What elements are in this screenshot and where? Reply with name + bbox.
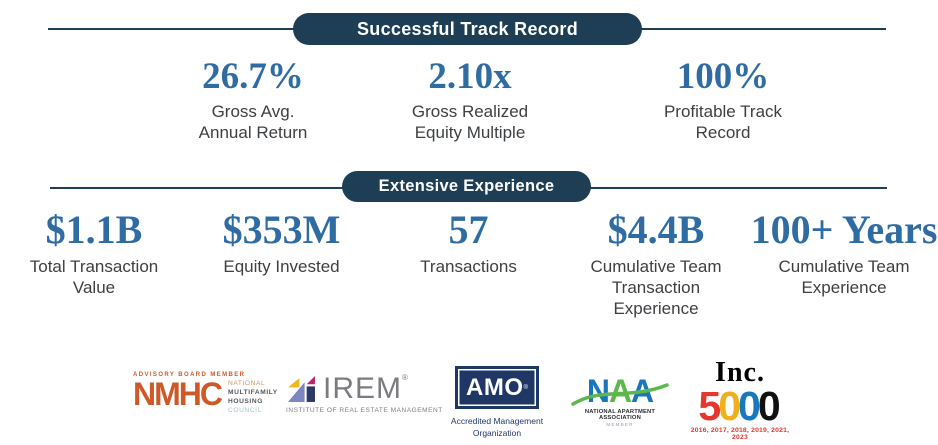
naa-letter: A — [608, 373, 632, 409]
naa-tagline: NATIONAL APARTMENT ASSOCIATION — [584, 409, 656, 421]
stat-value: $4.4B — [607, 207, 705, 252]
stat-cumulative-team-transaction-experience: $4.4B Cumulative Team Transaction Experi… — [562, 210, 750, 319]
irem-logo: IREM® INSTITUTE OF REAL ESTATE MANAGEMEN… — [286, 372, 443, 415]
irem-tagline: INSTITUTE OF REAL ESTATE MANAGEMENT — [286, 407, 443, 414]
nmhc-org-line: MULTIFAMILY — [227, 388, 278, 396]
amo-tagline: Accredited Management Organization — [450, 416, 544, 438]
stat-value: 2.10x — [428, 56, 512, 97]
stat-value: 26.7% — [202, 56, 304, 97]
irem-registered-mark: ® — [402, 373, 409, 382]
inc-digit: 0 — [757, 383, 781, 429]
inc-wordmark: Inc. — [715, 357, 765, 388]
inc-digit: 0 — [738, 383, 761, 429]
inc-digit: 5 — [698, 383, 721, 429]
section-badge-extensive-experience: Extensive Experience — [342, 171, 591, 202]
stat-cumulative-team-experience: 100+ Years Cumulative Team Experience — [750, 210, 938, 298]
nmhc-org-name: NATIONAL MULTIFAMILY HOUSING COUNCIL — [228, 380, 278, 416]
naa-acronym: N A A — [571, 375, 669, 407]
nmhc-org-line: NATIONAL — [227, 380, 266, 387]
naa-letter: N — [586, 373, 610, 409]
irem-icon — [287, 375, 315, 402]
amo-logo: AMO ® Accredited Management Organization — [441, 366, 553, 440]
naa-member-label: MEMBER — [606, 422, 634, 427]
stat-total-transaction-value: $1.1B Total Transaction Value — [0, 210, 188, 298]
irem-acronym: IREM® — [323, 372, 409, 405]
nmhc-org-line: HOUSING — [227, 397, 263, 405]
amo-acronym: AMO — [466, 373, 524, 401]
inc-digit: 0 — [718, 383, 741, 429]
stat-label: Profitable Track Record — [663, 102, 783, 143]
inc-5000-number: 5 0 0 0 — [687, 383, 793, 429]
stat-value: $1.1B — [45, 207, 143, 252]
section-badge-track-record: Successful Track Record — [293, 13, 642, 45]
section-badge-label: Extensive Experience — [378, 177, 555, 195]
stat-profitable-track-record: 100% Profitable Track Record — [590, 58, 856, 143]
stat-label: Cumulative Team Experience — [778, 257, 910, 298]
naa-letter: A — [631, 373, 654, 409]
stat-equity-invested: $353M Equity Invested — [188, 210, 375, 277]
stat-value: $353M — [222, 207, 341, 252]
nmhc-membership-label: ADVISORY BOARD MEMBER — [133, 372, 246, 378]
stat-value: 57 — [448, 207, 489, 252]
stat-value: 100+ Years — [750, 207, 938, 252]
stat-value: 100% — [676, 56, 770, 97]
inc5000-logo: Inc. 5 0 0 0 2016, 2017, 2018, 2019, 202… — [687, 359, 793, 441]
nmhc-acronym: NMHC — [133, 376, 223, 412]
amo-badge: AMO ® — [455, 366, 539, 409]
nmhc-logo: ADVISORY BOARD MEMBER NMHC NATIONAL MULT… — [133, 372, 278, 416]
stat-gross-realized-equity-multiple: 2.10x Gross Realized Equity Multiple — [340, 58, 600, 143]
stat-label: Cumulative Team Transaction Experience — [590, 257, 722, 319]
stat-gross-avg-annual-return: 26.7% Gross Avg. Annual Return — [120, 58, 386, 143]
stat-transactions: 57 Transactions — [375, 210, 562, 277]
stat-label: Transactions — [420, 257, 517, 276]
naa-logo: N A A NATIONAL APARTMENT ASSOCIATION MEM… — [571, 375, 669, 427]
stat-label: Gross Avg. Annual Return — [198, 102, 308, 143]
section-badge-label: Successful Track Record — [356, 18, 578, 39]
inc-years-list: 2016, 2017, 2018, 2019, 2021, 2023 — [690, 426, 790, 441]
stat-label: Total Transaction Value — [29, 257, 159, 298]
stat-label: Gross Realized Equity Multiple — [411, 102, 529, 143]
amo-registered-mark: ® — [523, 384, 528, 391]
stat-label: Equity Invested — [223, 257, 340, 276]
nmhc-org-line: COUNCIL — [227, 406, 262, 414]
